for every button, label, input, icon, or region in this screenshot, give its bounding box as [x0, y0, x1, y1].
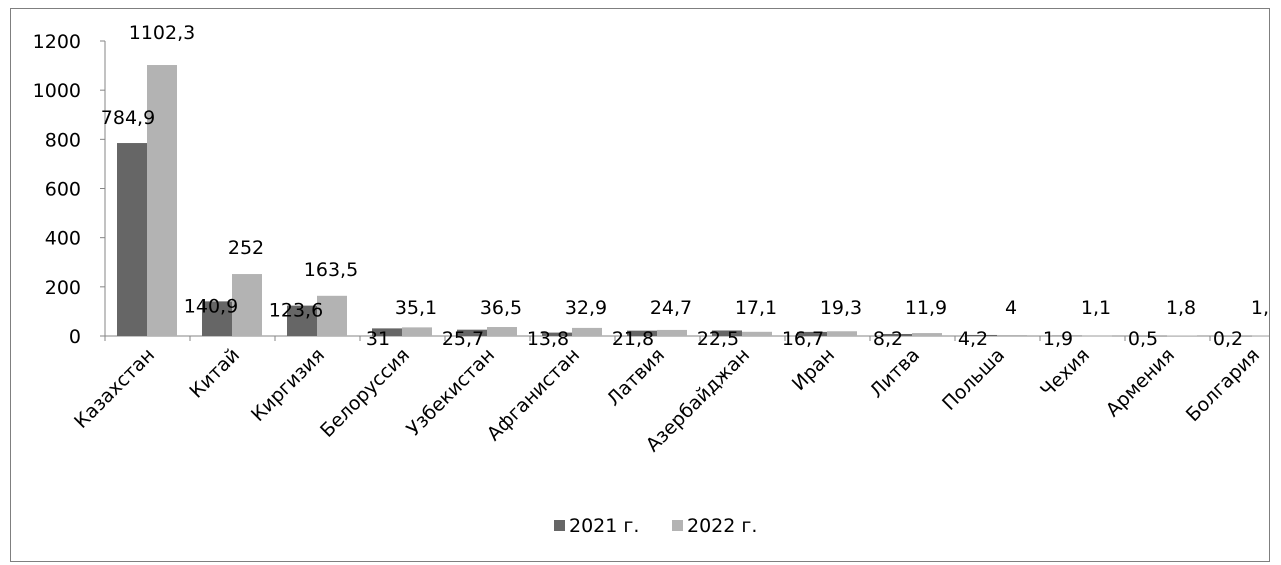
legend-label: 2022 г.	[687, 515, 757, 537]
data-label: 22,5	[697, 328, 739, 350]
data-label: 1,9	[1043, 328, 1073, 350]
bar	[1252, 335, 1269, 337]
bar	[742, 331, 772, 336]
bar	[402, 327, 432, 336]
bar	[147, 65, 177, 336]
data-label: 36,5	[480, 297, 522, 319]
data-label: 140,9	[184, 295, 238, 317]
y-tick-label: 600	[45, 179, 81, 201]
data-label: 1,1	[1081, 297, 1111, 319]
category-label: Казахстан	[70, 344, 159, 433]
bar	[827, 331, 857, 336]
data-label: 21,8	[612, 328, 654, 350]
bar	[317, 295, 347, 336]
category-labels: Казахстан Китай КиргизияБелоруссияУзбекист…	[70, 344, 1264, 456]
data-label: 31	[366, 328, 390, 350]
bar	[657, 329, 687, 336]
chart-frame: 0 200 400 600 800 1000 1200 784,9 1102,3 140,9 25…	[10, 8, 1270, 562]
bar	[202, 301, 232, 336]
data-label: 8,2	[873, 328, 903, 350]
data-label: 11,9	[905, 297, 947, 319]
category-label: Узбекистан	[403, 344, 500, 441]
legend-swatch	[672, 520, 683, 531]
bar	[882, 333, 912, 336]
bar	[797, 331, 827, 336]
data-label: 123,6	[269, 300, 323, 322]
y-tick-label: 400	[45, 228, 81, 250]
bar	[1137, 335, 1167, 337]
data-label: 19,3	[820, 297, 862, 319]
bar	[997, 335, 1027, 336]
bar	[1052, 335, 1082, 337]
category-label: Белоруссия	[316, 344, 414, 442]
data-label: 4	[1005, 297, 1017, 319]
bar	[712, 330, 742, 336]
y-tick-label: 800	[45, 129, 81, 151]
bar	[232, 274, 262, 336]
bar	[967, 334, 997, 336]
data-label: 163,5	[304, 259, 358, 281]
data-label: 0,2	[1213, 328, 1243, 350]
bar	[627, 330, 657, 336]
bar	[287, 305, 317, 336]
y-tick-label: 1000	[33, 80, 81, 102]
category-label: Литва	[866, 344, 924, 402]
y-tick-label: 200	[45, 277, 81, 299]
category-label: Латвия	[603, 344, 669, 410]
bar	[372, 328, 402, 336]
bar	[572, 327, 602, 336]
category-label: Болгария	[1182, 344, 1264, 426]
y-tick-label: 0	[69, 326, 81, 348]
category-label: Киргизия	[247, 344, 329, 426]
bar	[1167, 335, 1197, 337]
y-tick-label: 1200	[33, 31, 81, 53]
data-label: 1102,3	[129, 22, 195, 44]
data-label: 25,7	[442, 328, 484, 350]
data-label: 1,8	[1166, 297, 1196, 319]
data-label: 17,1	[735, 297, 777, 319]
bar	[457, 329, 487, 336]
data-label: 13,8	[527, 328, 569, 350]
category-label: Китай	[185, 344, 244, 403]
bar	[1082, 335, 1112, 337]
category-label: Чехия	[1036, 344, 1094, 402]
bars	[117, 65, 1269, 337]
bar	[542, 332, 572, 336]
data-label: 24,7	[650, 297, 692, 319]
data-label: 0,5	[1128, 328, 1158, 350]
data-label: 1,2	[1251, 297, 1269, 319]
category-label: Иран	[788, 344, 839, 395]
data-label: 32,9	[565, 297, 607, 319]
category-label: Польша	[938, 344, 1009, 415]
legend-swatch	[554, 520, 565, 531]
data-label: 35,1	[395, 297, 437, 319]
bar	[487, 327, 517, 336]
data-label: 16,7	[782, 328, 824, 350]
legend: 2021 г. 2022 г.	[554, 515, 757, 537]
data-label: 4,2	[958, 328, 988, 350]
category-label: Армения	[1102, 344, 1179, 421]
data-label: 784,9	[101, 107, 155, 129]
legend-label: 2021 г.	[569, 515, 639, 537]
data-label: 252	[228, 237, 264, 259]
bar-chart: 0 200 400 600 800 1000 1200 784,9 1102,3 140,9 25…	[33, 22, 1269, 537]
bar	[1222, 335, 1252, 337]
bar	[912, 333, 942, 336]
bar	[117, 143, 147, 336]
